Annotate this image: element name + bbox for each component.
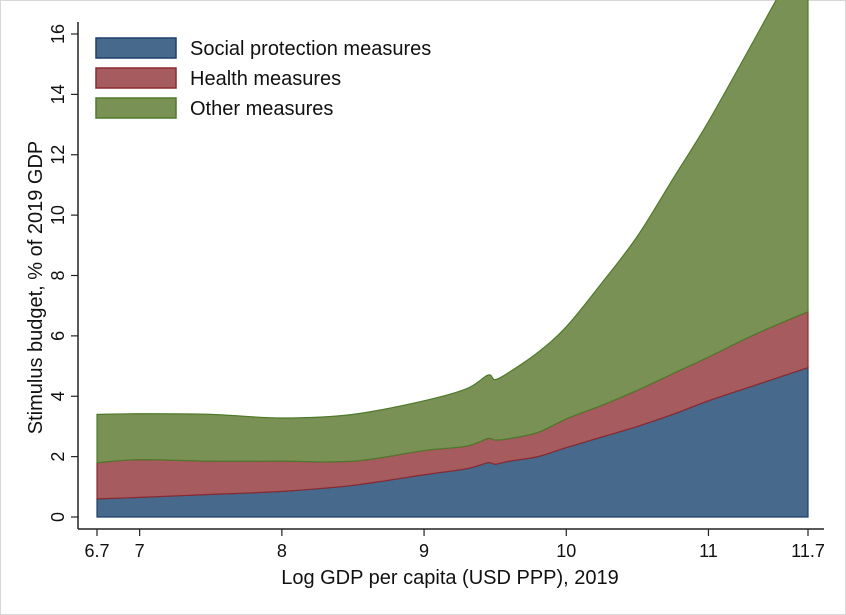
legend-swatch (95, 37, 177, 59)
legend-label: Other measures (190, 98, 333, 120)
area-other-measures (96, 0, 809, 464)
x-tick-label: 8 (277, 541, 287, 561)
y-tick-label: 10 (48, 205, 68, 225)
y-tick-label: 2 (48, 452, 68, 462)
legend-label: Health measures (190, 68, 341, 90)
y-tick-label: 4 (48, 391, 68, 401)
legend: Social protection measures Health measure… (95, 37, 431, 120)
legend-label: Social protection measures (190, 38, 431, 60)
y-tick-label: 8 (48, 270, 68, 280)
y-tick-label: 0 (48, 512, 68, 522)
y-axis-title: Stimulus budget, % of 2019 GDP (25, 141, 47, 435)
y-axis-ticks: 0 2 4 6 8 10 12 14 16 (48, 24, 78, 522)
x-tick-label: 7 (135, 541, 145, 561)
x-axis-ticks: 6.7 7 8 9 10 11 11.7 (84, 529, 825, 561)
y-tick-label: 16 (48, 24, 68, 44)
x-tick-label: 11 (699, 541, 718, 561)
y-tick-label: 12 (48, 145, 68, 165)
y-tick-label: 14 (48, 84, 68, 104)
x-tick-label: 10 (556, 541, 576, 561)
x-tick-label: 11.7 (791, 541, 825, 561)
x-tick-label: 6.7 (84, 541, 109, 561)
legend-swatch (95, 67, 177, 89)
legend-swatch (95, 97, 177, 119)
area-layer (96, 0, 809, 518)
x-axis-title: Log GDP per capita (USD PPP), 2019 (281, 567, 619, 589)
y-tick-label: 6 (48, 331, 68, 341)
x-tick-label: 9 (419, 541, 429, 561)
